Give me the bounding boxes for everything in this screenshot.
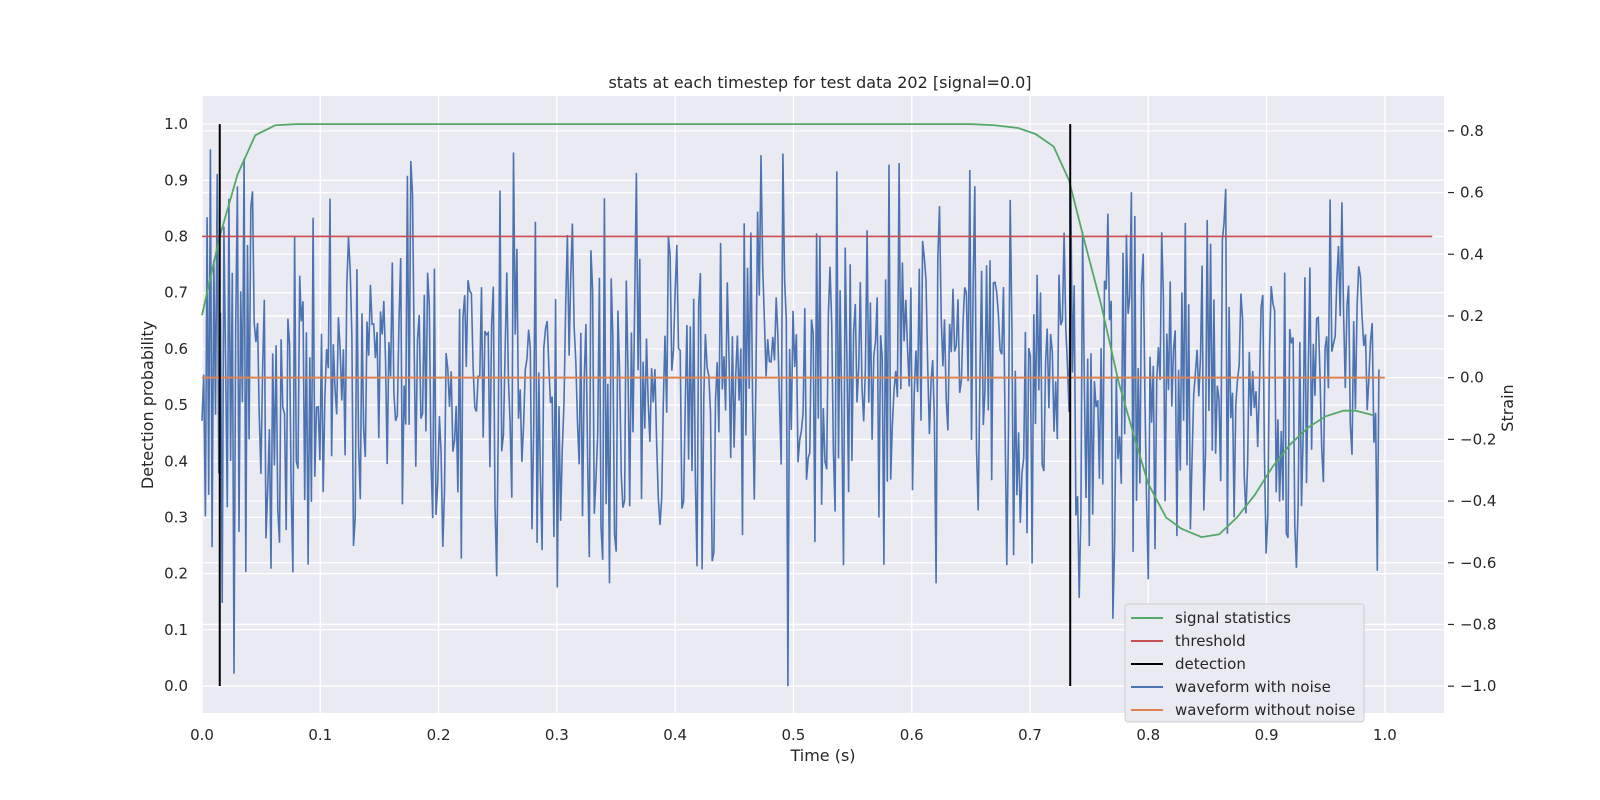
y-tick-label: 0.9 bbox=[164, 171, 188, 189]
x-tick-label: 0.4 bbox=[663, 726, 687, 744]
y2-tick-label: 0.4 bbox=[1460, 245, 1484, 263]
y2-tick-label: 0.6 bbox=[1460, 184, 1484, 202]
y2-tick-label: 0.8 bbox=[1460, 122, 1484, 140]
legend-box bbox=[1124, 603, 1365, 723]
y2-axis-label: Strain bbox=[1498, 384, 1517, 431]
y2-tick-label: −0.2 bbox=[1460, 430, 1496, 448]
x-tick-label: 0.0 bbox=[190, 726, 214, 744]
y-tick-label: 1.0 bbox=[164, 115, 188, 133]
y2-tick-label: 0.0 bbox=[1460, 369, 1484, 387]
y-tick-label: 0.8 bbox=[164, 227, 188, 245]
x-tick-label: 0.3 bbox=[545, 726, 569, 744]
y-tick-label: 0.6 bbox=[164, 340, 188, 358]
y-tick-label: 0.1 bbox=[164, 621, 188, 639]
x-tick-label: 0.7 bbox=[1018, 726, 1042, 744]
y2-tick-labels: −1.0 −0.8 −0.6 −0.4 −0.2 0.0 0.2 0.4 0.6 0.8 bbox=[1448, 122, 1496, 695]
series-layer bbox=[201, 123, 1433, 687]
x-tick-label: 0.9 bbox=[1255, 726, 1279, 744]
y2-tick-label: −0.8 bbox=[1460, 615, 1496, 633]
legend-label: detection bbox=[1175, 655, 1246, 673]
legend-label: waveform with noise bbox=[1175, 678, 1331, 696]
x-tick-labels: 0.0 0.1 0.2 0.3 0.4 0.5 0.6 0.7 0.8 0.9 1.0 bbox=[190, 726, 1397, 744]
chart-title: stats at each timestep for test data 202… bbox=[608, 73, 1031, 92]
x-tick-label: 0.1 bbox=[308, 726, 332, 744]
y-tick-label: 0.4 bbox=[164, 452, 188, 470]
x-axis-label: Time (s) bbox=[789, 746, 855, 765]
y-tick-label: 0.3 bbox=[164, 508, 188, 526]
y2-tick-label: −0.4 bbox=[1460, 492, 1496, 510]
y-tick-label: 0.0 bbox=[164, 677, 188, 695]
y2-tick-label: 0.2 bbox=[1460, 307, 1484, 325]
series-waveform-with-noise bbox=[201, 149, 1380, 687]
y-tick-label: 0.5 bbox=[164, 396, 188, 414]
y-tick-labels: 0.0 0.1 0.2 0.3 0.4 0.5 0.6 0.7 0.8 0.9 1.0 bbox=[164, 115, 188, 695]
legend-label: signal statistics bbox=[1175, 609, 1291, 627]
y2-tick-label: −1.0 bbox=[1460, 677, 1496, 695]
legend: signal statistics threshold detection wavef… bbox=[1124, 603, 1365, 723]
series-signal-statistics bbox=[201, 123, 1374, 539]
y-tick-label: 0.7 bbox=[164, 284, 188, 302]
x-tick-label: 1.0 bbox=[1373, 726, 1397, 744]
x-tick-label: 0.8 bbox=[1136, 726, 1160, 744]
x-tick-label: 0.2 bbox=[427, 726, 451, 744]
legend-label: waveform without noise bbox=[1175, 701, 1355, 719]
y-tick-label: 0.2 bbox=[164, 565, 188, 583]
y2-tick-label: −0.6 bbox=[1460, 554, 1496, 572]
x-tick-label: 0.6 bbox=[900, 726, 924, 744]
y-axis-label: Detection probability bbox=[138, 321, 157, 489]
legend-label: threshold bbox=[1175, 632, 1246, 650]
x-tick-label: 0.5 bbox=[781, 726, 805, 744]
